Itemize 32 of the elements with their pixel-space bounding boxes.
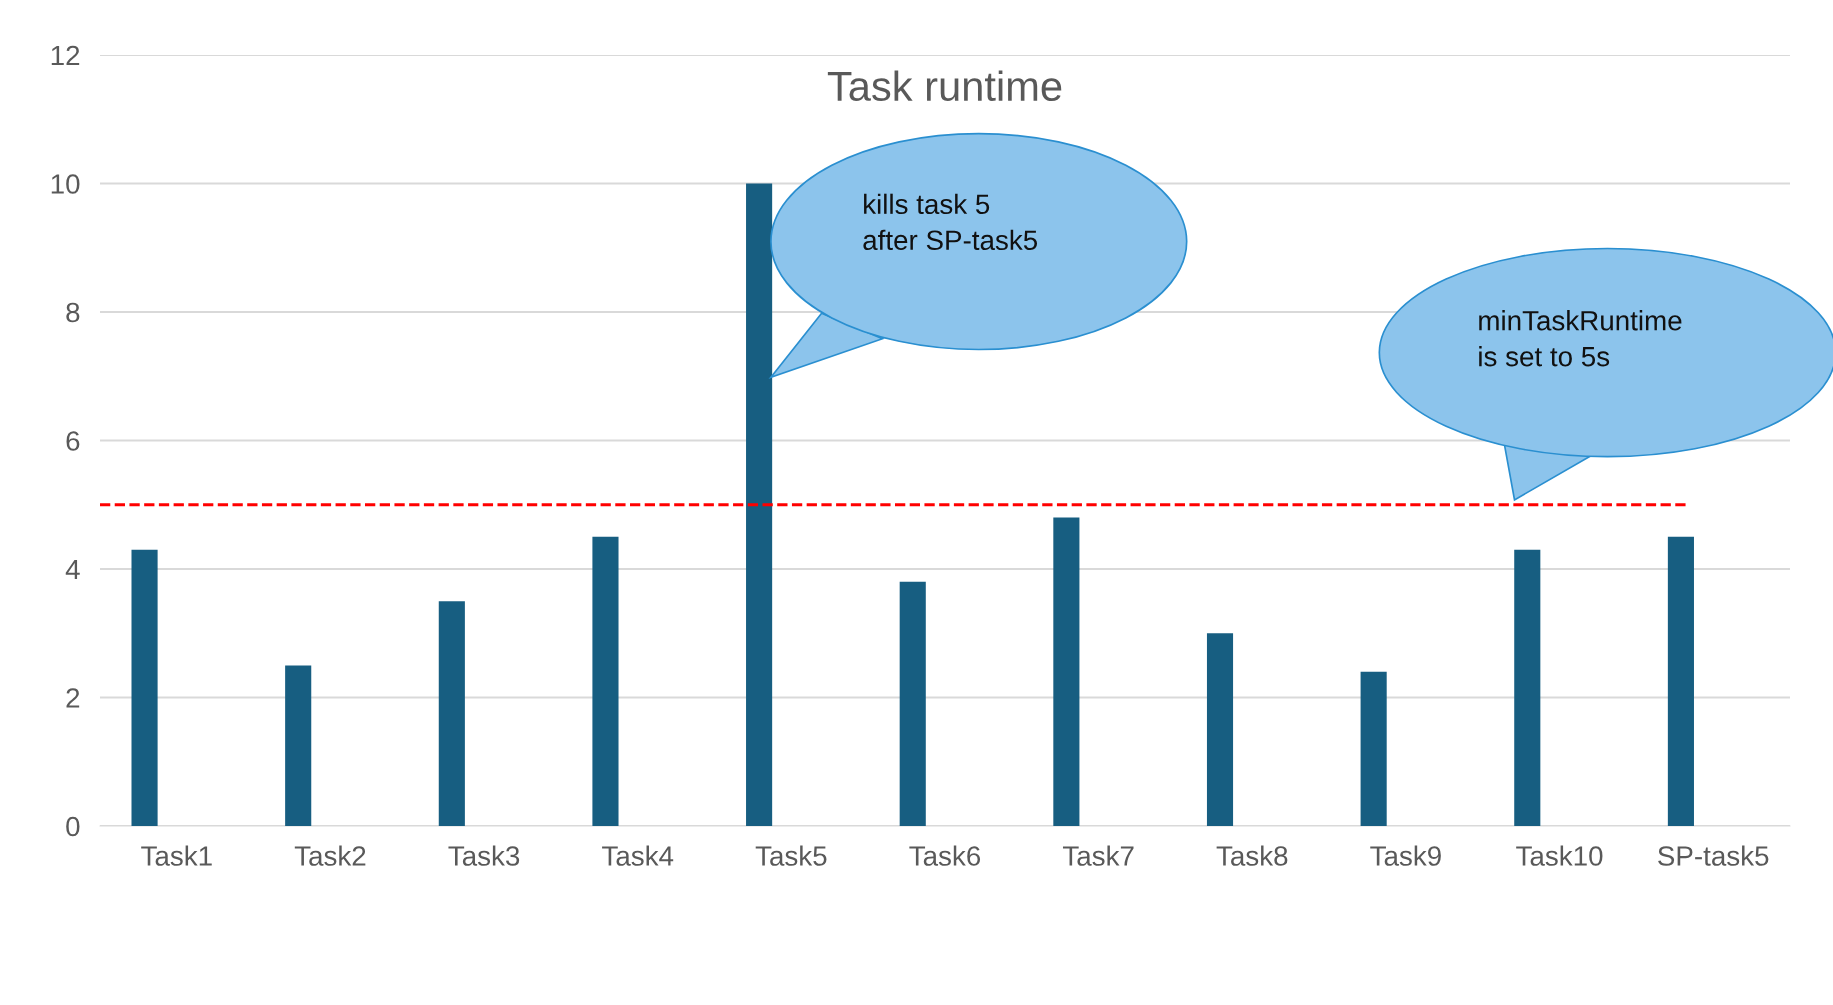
x-tick-label: Task3 — [448, 845, 520, 866]
annotation: kills task 5 after SP-task5 — [863, 193, 1038, 251]
x-tick-label: Task6 — [909, 845, 981, 866]
x-tick-label: Task9 — [1370, 845, 1441, 866]
bar — [592, 536, 619, 826]
chart-title: Task runtime — [827, 70, 1062, 102]
bar — [1514, 549, 1541, 826]
y-tick-label: 12 — [51, 45, 80, 66]
x-tick-label: Task1 — [141, 845, 212, 866]
bar — [285, 665, 312, 826]
x-tick-label: Task8 — [1216, 845, 1288, 866]
y-tick-label: 4 — [65, 559, 80, 580]
x-tick-label: Task10 — [1516, 845, 1603, 866]
x-tick-label: Task5 — [755, 845, 827, 866]
annotation: minTaskRuntime is set to 5s — [1479, 310, 1682, 367]
bar — [746, 183, 773, 826]
bar — [899, 581, 926, 826]
x-tick-label: SP-task5 — [1658, 845, 1769, 866]
y-tick-label: 6 — [66, 431, 80, 451]
x-tick-label: Task7 — [1062, 845, 1134, 866]
y-tick-label: 0 — [66, 816, 80, 837]
bar — [1360, 671, 1387, 826]
bar — [438, 601, 465, 826]
y-tick-label: 8 — [66, 302, 80, 323]
y-tick-label: 10 — [51, 174, 80, 194]
x-tick-label: Task2 — [294, 845, 366, 866]
y-tick-label: 2 — [66, 688, 80, 708]
x-tick-label: Task4 — [602, 845, 674, 866]
bar — [1206, 633, 1234, 826]
bar — [1053, 517, 1080, 826]
bar — [1667, 536, 1694, 826]
bar — [131, 549, 158, 826]
